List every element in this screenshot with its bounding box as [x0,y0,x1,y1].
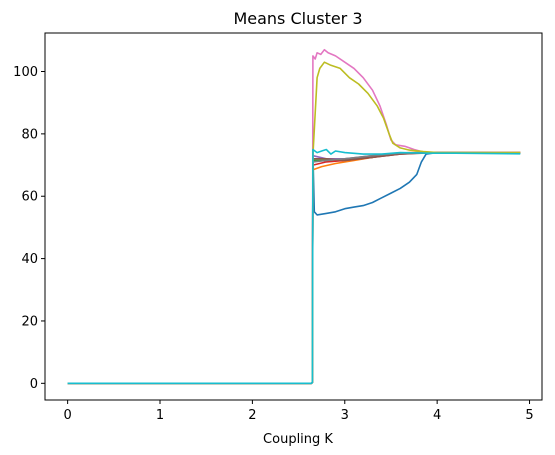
x-axis-label: Coupling K [263,432,333,447]
series-line-5 [67,151,521,385]
series-line-3 [67,151,521,385]
x-tick-label: 0 [63,408,71,423]
y-tick-label: 60 [21,190,38,205]
x-tick-label: 4 [433,408,441,423]
y-tick-label: 20 [21,314,38,329]
series-line-1 [67,151,521,385]
series-line-7 [67,48,521,385]
series-line-10 [67,148,521,385]
plot-frame [44,32,543,401]
x-tick-label: 3 [341,408,349,423]
x-ticks: 0 1 2 3 4 5 [63,400,534,423]
y-tick-label: 100 [13,65,38,80]
x-tick-label: 1 [156,408,164,423]
series-line-2 [67,151,521,385]
chart-title: Means Cluster 3 [233,9,362,28]
series-line-9 [67,61,521,385]
y-tick-label: 0 [30,377,38,392]
series-line-4 [67,151,521,385]
series-group [67,48,521,385]
y-ticks: 0 20 40 60 80 100 [13,65,45,392]
y-tick-label: 40 [21,252,38,267]
x-tick-label: 2 [248,408,256,423]
y-tick-label: 80 [21,127,38,142]
series-line-8 [67,151,521,385]
x-tick-label: 5 [525,408,533,423]
series-line-6 [67,151,521,385]
